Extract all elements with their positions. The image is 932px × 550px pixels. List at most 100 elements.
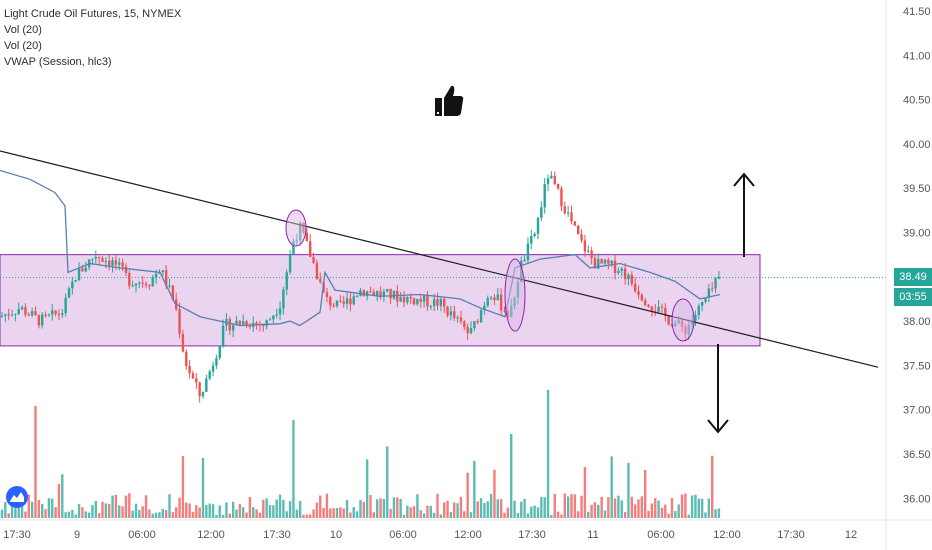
candle-body — [704, 297, 707, 302]
price-tick-label: 36.50 — [903, 449, 931, 461]
price-tick-label: 36.00 — [903, 493, 931, 505]
candle-body — [476, 321, 479, 323]
volume-bar — [298, 501, 302, 518]
time-tick-label: 12:00 — [197, 529, 225, 541]
range-box — [0, 254, 761, 347]
volume-bar — [30, 501, 34, 518]
volume-bar — [580, 495, 583, 518]
volume-bar — [61, 474, 64, 518]
time-tick-label: 17:30 — [263, 529, 291, 541]
candle-body — [570, 212, 573, 222]
candle-body — [51, 310, 54, 315]
volume-bar — [359, 499, 362, 518]
volume-bar — [91, 505, 94, 518]
candle-body — [188, 365, 191, 374]
volume-bar — [365, 459, 369, 518]
volume-bar — [533, 505, 536, 518]
volume-bar — [684, 493, 687, 518]
candle-body — [459, 317, 463, 322]
candle-body — [449, 311, 453, 316]
indicator-vol-2[interactable]: Vol (20) — [4, 40, 42, 52]
time-tick-label: 12:00 — [454, 529, 482, 541]
volume-bar — [503, 512, 506, 518]
candle-body — [312, 256, 315, 264]
volume-bar — [382, 499, 386, 518]
volume-bar — [44, 509, 47, 518]
candle-body — [84, 267, 87, 272]
volume-bar — [51, 498, 54, 518]
volume-bar — [265, 498, 268, 518]
tradingview-logo[interactable] — [6, 486, 28, 508]
volume-bar — [0, 509, 4, 518]
volume-bar — [546, 390, 550, 518]
volume-bar — [4, 502, 7, 518]
volume-bar — [47, 498, 51, 518]
volume-bar — [134, 503, 138, 518]
candle-body — [446, 306, 449, 316]
volume-bar — [154, 512, 158, 518]
volume-bar — [208, 503, 211, 518]
price-tick-label: 37.50 — [903, 360, 931, 372]
volume-bar — [67, 511, 71, 518]
candle-body — [201, 391, 205, 397]
volume-bar — [94, 500, 97, 518]
volume-bar — [459, 496, 463, 518]
candle-body — [238, 320, 242, 325]
volume-bar — [178, 497, 181, 518]
candle-body — [426, 295, 429, 307]
candle-body — [550, 175, 553, 179]
volume-bar — [456, 503, 459, 518]
volume-bar — [158, 512, 161, 518]
volume-bar — [288, 501, 292, 518]
time-tick-label: 06:00 — [647, 529, 675, 541]
indicator-vwap[interactable]: VWAP (Session, hlc3) — [4, 56, 112, 68]
volume-bar — [627, 462, 630, 518]
candle-body — [37, 314, 41, 326]
volume-bar — [486, 501, 489, 518]
candle-body — [479, 310, 483, 323]
time-tick-label: 10 — [330, 529, 342, 541]
price-axis[interactable]: 41.5041.0040.5040.0039.5039.0038.5038.00… — [903, 6, 931, 505]
volume-bar — [218, 505, 221, 518]
candle-body — [181, 333, 185, 352]
candle-body — [499, 294, 503, 311]
time-axis[interactable]: 17:30 9 06:00 12:00 17:30 10 06:00 12:00 17:30 11… — [3, 529, 857, 541]
chart-title[interactable]: Light Crude Oil Futures, 15, NYMEX — [4, 8, 182, 20]
volume-bar — [436, 493, 439, 518]
volume-bar — [211, 504, 215, 518]
volume-bar — [406, 505, 409, 518]
candle-body — [128, 272, 131, 286]
price-tick-label: 39.50 — [903, 183, 931, 195]
volume-bar — [372, 512, 376, 518]
volume-bar — [17, 505, 20, 518]
candle-body — [94, 257, 97, 259]
candle-body — [315, 263, 319, 280]
volume-bar — [650, 503, 654, 518]
candle-body — [439, 298, 443, 306]
volume-bar — [402, 514, 406, 518]
candle-body — [489, 297, 493, 299]
candle-body — [644, 300, 647, 306]
volume-bar — [610, 456, 613, 518]
candle-body — [255, 322, 258, 325]
volume-bar — [87, 512, 91, 518]
volume-bar — [57, 483, 61, 518]
price-tick-label: 40.00 — [903, 139, 931, 151]
volume-bar — [332, 508, 335, 518]
candle-body — [114, 260, 118, 265]
candle-body — [61, 313, 64, 315]
candle-body — [352, 296, 355, 305]
indicator-vol-1[interactable]: Vol (20) — [4, 24, 42, 36]
candle-body — [178, 309, 181, 334]
volume-bar — [690, 495, 694, 518]
candle-body — [342, 301, 345, 304]
volume-bar — [352, 507, 355, 518]
volume-bar — [654, 498, 657, 518]
candle-body — [406, 296, 409, 303]
candle-body — [473, 321, 476, 329]
candle-body — [235, 320, 238, 326]
volume-bar — [513, 500, 516, 518]
candle-body — [319, 279, 322, 282]
volume-bar — [613, 498, 617, 518]
